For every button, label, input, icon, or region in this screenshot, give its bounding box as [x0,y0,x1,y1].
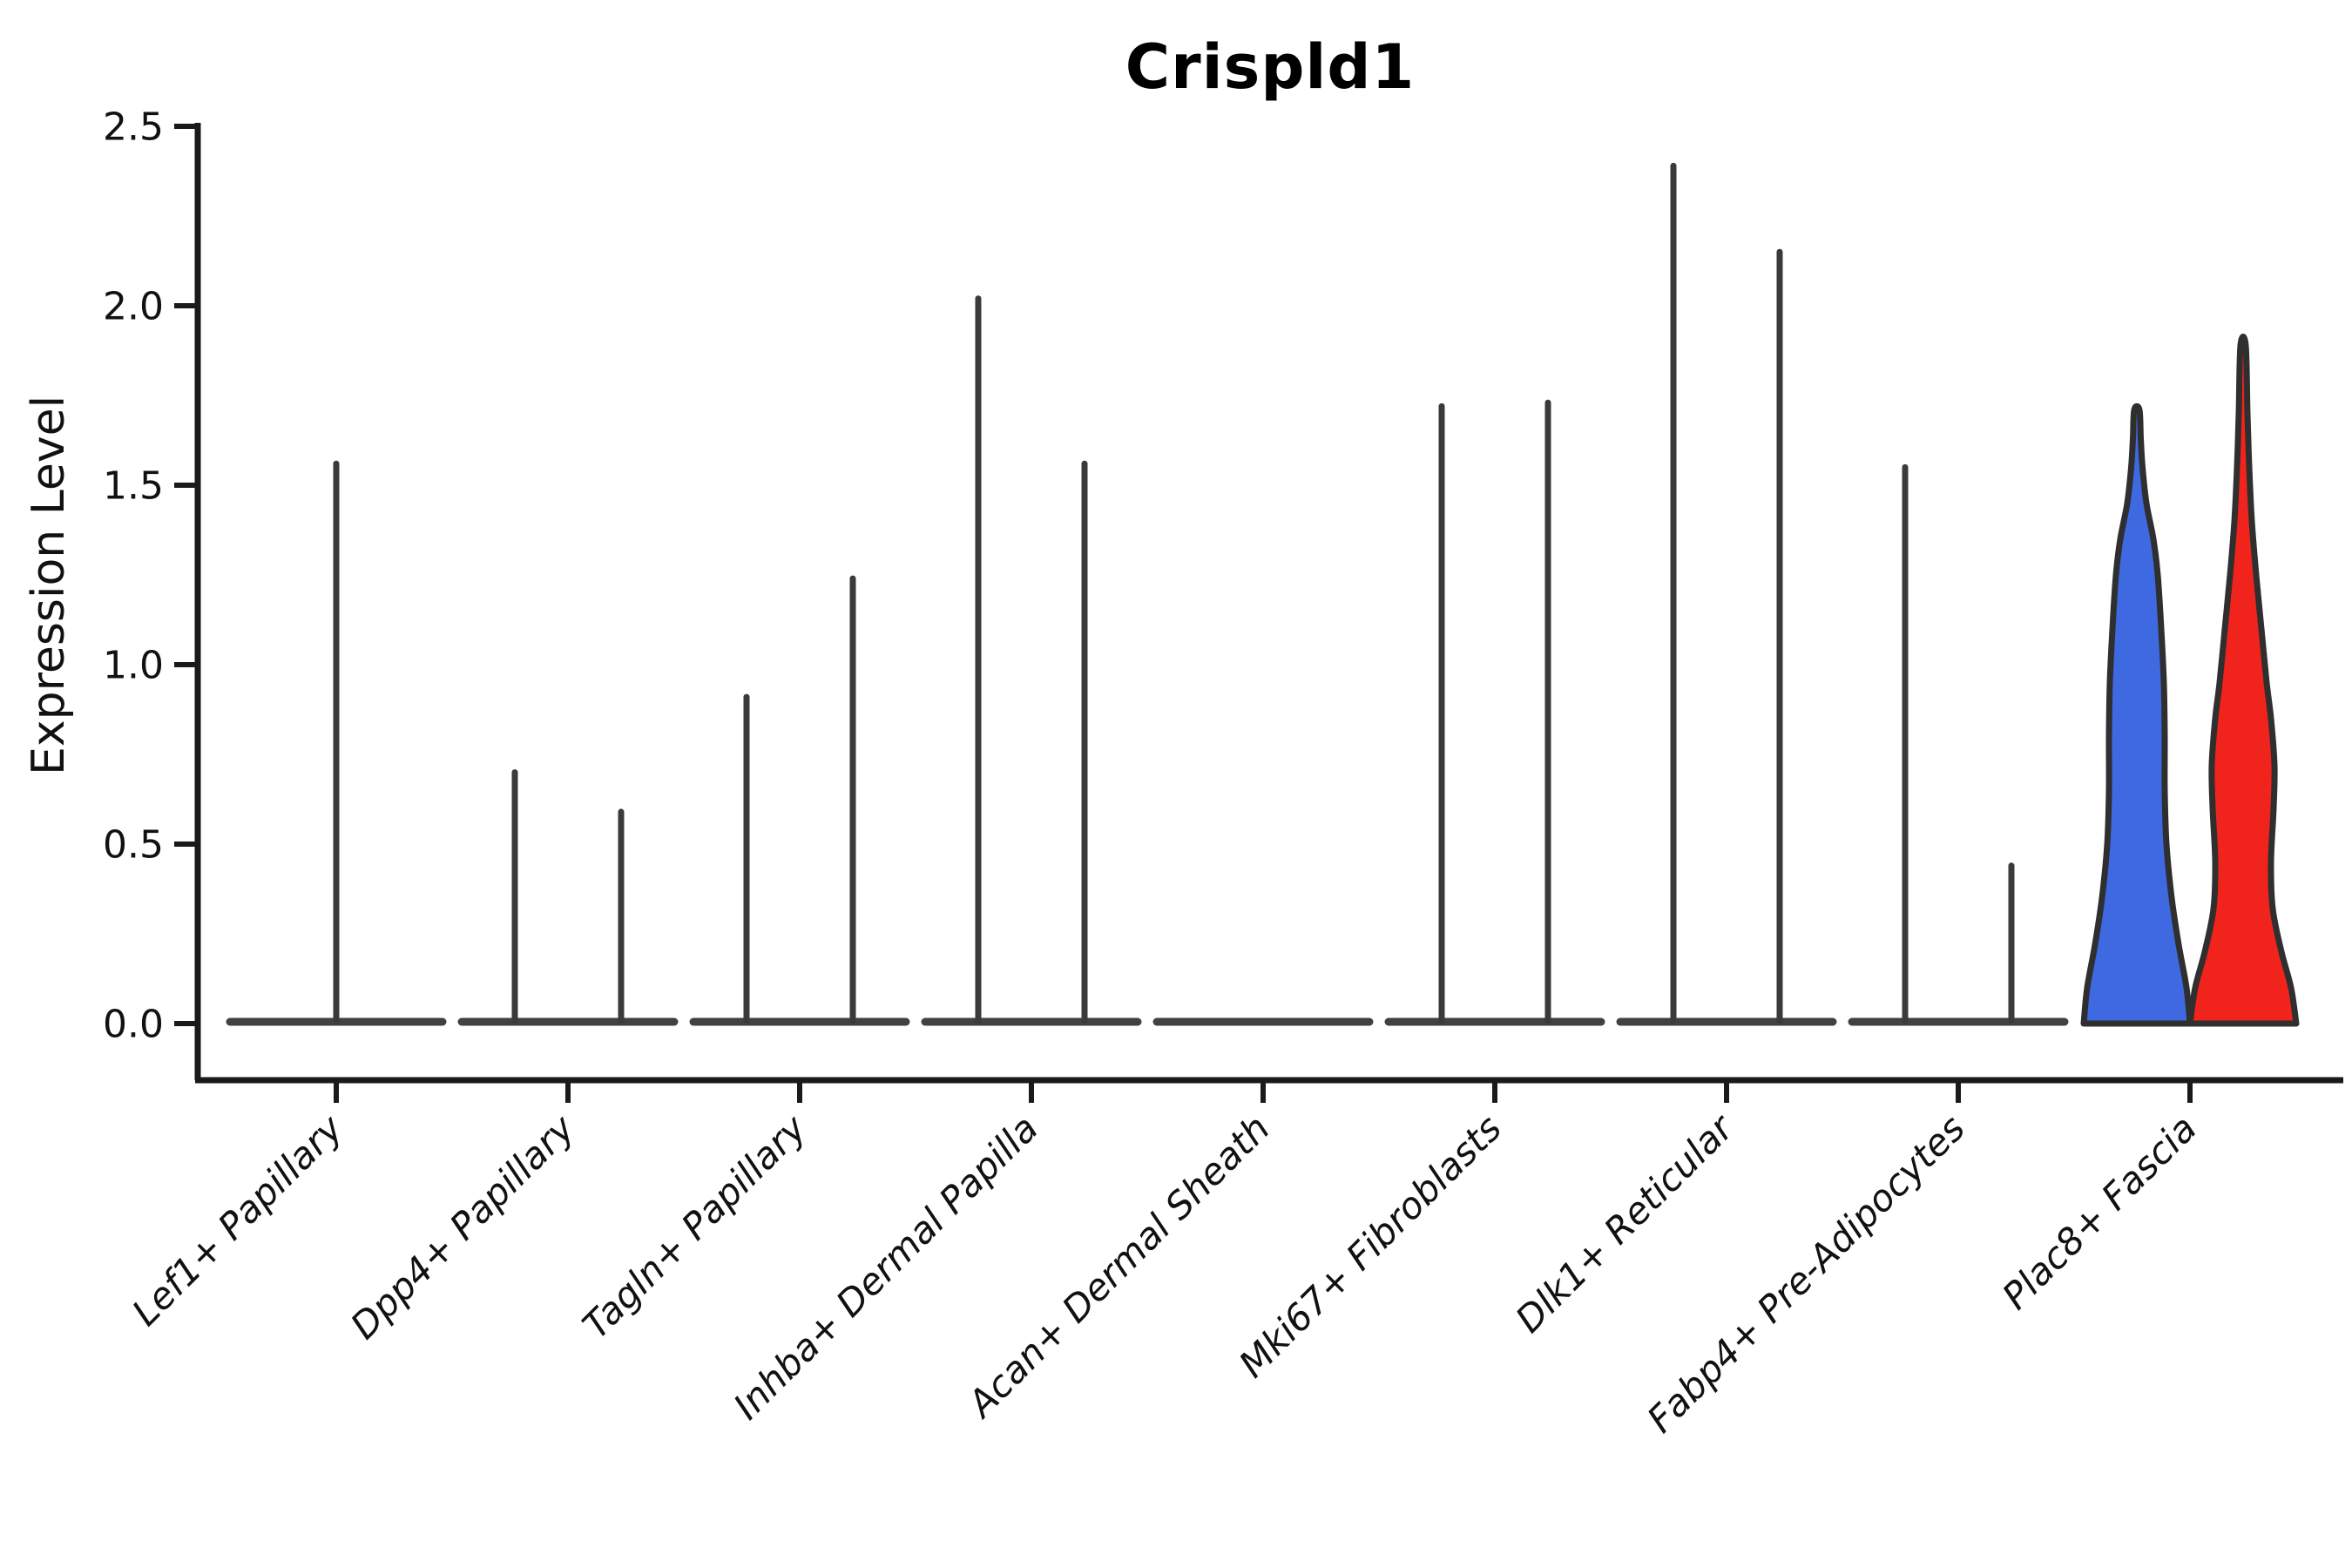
y-tick-label: 2.0 [103,284,164,328]
x-tick-label: Dlk1+ Reticular [1507,1105,1743,1341]
filled-violin-blue [2080,403,2193,1027]
x-tick-label: Tagln+ Papillary [574,1106,815,1348]
y-tick-label: 1.5 [103,463,164,508]
y-tick-label: 0.0 [103,1002,164,1046]
y-tick-label: 1.0 [103,643,164,687]
y-tick-label: 2.5 [103,105,164,149]
filled-violin-red [2186,334,2300,1027]
x-tick-label: Lef1+ Papillary [124,1106,352,1335]
y-tick-label: 0.5 [103,822,164,867]
chart-title: Crispld1 [1125,31,1416,103]
x-tick-label: Dpp4+ Papillary [342,1106,584,1348]
x-tick-label: Mki67+ Fibroblasts [1231,1106,1510,1385]
x-tick-label: Plac8+ Fascia [1994,1106,2205,1317]
